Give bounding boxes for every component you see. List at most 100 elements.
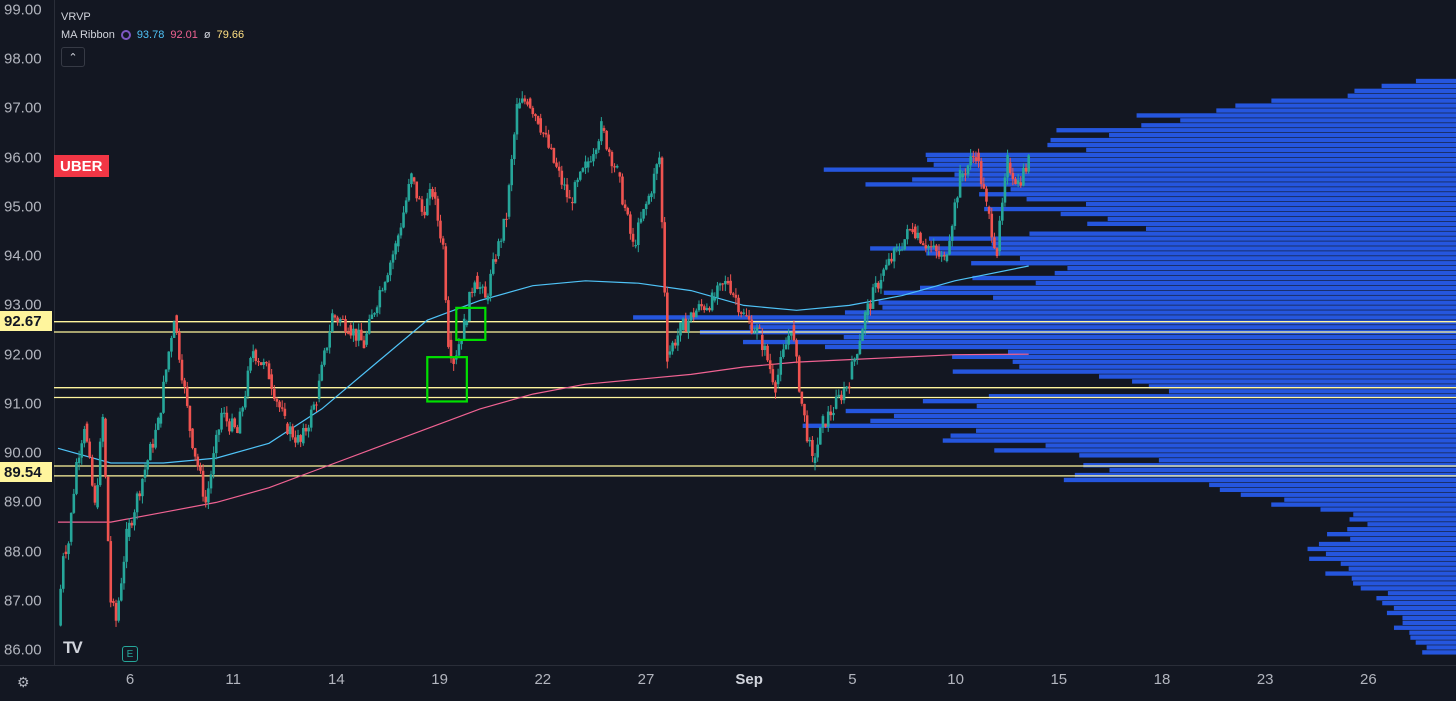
volume-profile-bar [1320,507,1456,512]
time-axis[interactable] [0,665,1456,701]
candle-body [383,281,387,291]
volume-profile-bar [1340,561,1456,566]
candle-body [882,269,885,276]
candle-body [386,275,390,282]
candle-body [805,415,809,442]
candle-body [220,412,223,430]
volume-profile-bar [870,418,1456,424]
candle-body [797,356,801,392]
candle-body [557,166,561,171]
candle-body [776,374,780,385]
volume-profile-bar [1054,270,1456,276]
ma-value-1: 93.78 [136,29,165,41]
volume-profile-bar [1240,492,1456,497]
volume-profile-bar [976,428,1456,433]
candle-body [998,220,1001,252]
candle-body [309,409,313,428]
volume-profile-bar [1019,364,1456,369]
candle-body [560,170,564,185]
candle-body [69,512,73,542]
candle-body [362,340,366,349]
candle-body [96,485,99,508]
candle-body [594,149,598,155]
volume-profile-bar [1351,576,1456,581]
candle-body [270,374,273,390]
collapse-legend-button[interactable]: ⌃ [61,47,85,67]
volume-profile-bar [1354,88,1456,93]
volume-profile-bar [743,339,1456,345]
candle-body [141,478,144,497]
ma-ribbon-legend-row[interactable]: MA Ribbon 93.78 92.01 ø 79.66 [61,26,244,44]
candle-body [853,358,856,362]
candle-body [88,441,91,458]
earnings-marker-icon[interactable]: E [122,646,138,662]
candle-body [710,292,714,311]
candle-body [349,325,353,336]
volume-profile-bar [1360,586,1456,591]
candle-body [360,329,363,341]
volume-profile-bar [979,192,1456,197]
volume-profile-bar [844,310,1456,315]
volume-profile-bar [1422,650,1456,655]
candle-body [64,551,68,555]
volume-profile-bar [928,236,1456,241]
candle-body [191,428,194,449]
candle-body [1016,180,1020,185]
candle-body [578,171,582,180]
vrvp-legend-row[interactable]: VRVP [61,8,244,26]
candle-body [702,306,706,310]
candle-body [958,169,962,198]
volume-profile-bar [1350,536,1456,542]
candle-body [565,184,569,198]
candle-body [668,351,672,355]
candle-body [1019,182,1023,186]
tradingview-logo[interactable]: TV [63,638,83,657]
candle-body [713,297,717,301]
price-axis-tick: 91.00 [4,395,42,413]
candle-body [394,243,397,255]
candle-body [162,381,165,413]
volume-profile-bar [1386,610,1456,616]
volume-profile-bar [933,162,1456,167]
settings-gear-icon[interactable]: ⚙ [17,674,30,690]
candle-body [695,310,698,318]
candle-body [257,360,260,363]
volume-profile-bar [1136,113,1456,118]
candle-body [605,130,608,150]
candle-body [476,275,479,290]
candle-body [499,240,503,242]
candle-body [953,202,957,226]
candle-body [536,116,540,124]
volume-profile-bar [972,275,1456,281]
vrvp-label: VRVP [61,11,91,23]
candle-body [673,342,677,346]
candle-body [729,280,732,294]
candle-body [1022,167,1025,186]
candle-body [623,204,627,208]
volume-profile-bar [952,354,1456,359]
candle-body [259,362,263,365]
candle-body [900,249,904,251]
candle-body [602,128,606,131]
candle-body [133,512,136,526]
candle-body [80,443,84,458]
symbol-badge: UBER [54,155,109,177]
candle-body [539,118,543,133]
volume-profile-bar [823,167,1456,172]
volume-profile-bar [1067,266,1456,271]
time-axis-tick: 26 [1360,671,1377,688]
candle-body [826,411,830,427]
candle-body [845,386,848,389]
candle-body [528,98,532,108]
candle-body [415,181,419,199]
volume-profile-bar [1426,645,1456,650]
candle-body [83,428,86,444]
candle-body [146,460,149,470]
candle-body [156,417,160,430]
volume-profile-bar [952,369,1456,374]
candle-body [990,213,994,238]
candle-body [969,156,972,166]
candle-body [610,151,614,167]
volume-profile-bar [1158,458,1456,463]
